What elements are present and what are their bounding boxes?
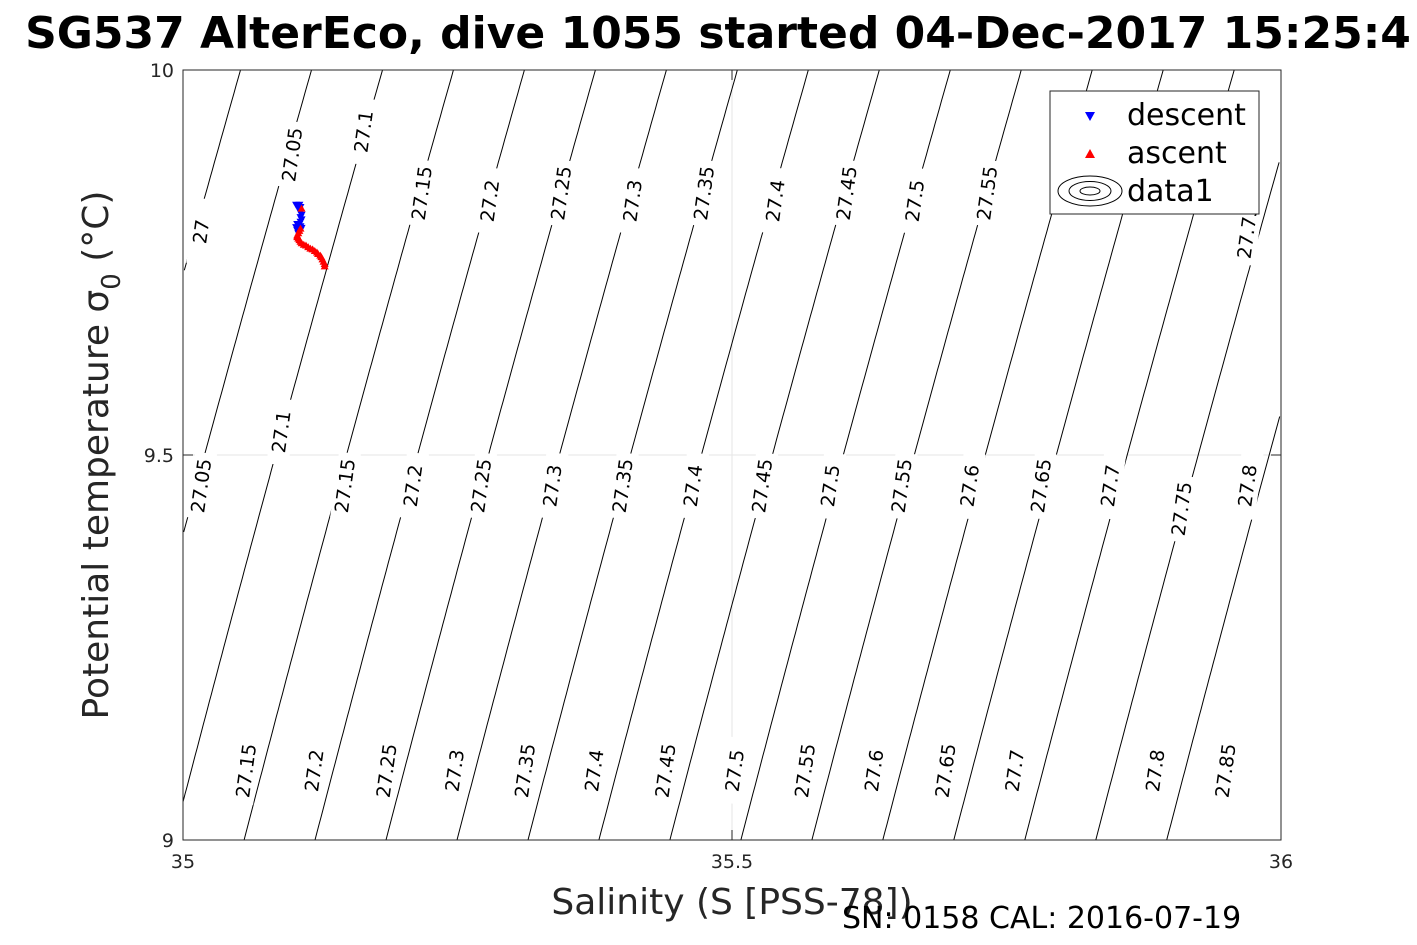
contour-label-bg-35 [650, 736, 682, 805]
contour-label-bg-18 [537, 451, 569, 520]
data-points [292, 201, 329, 270]
contour-label-bg-11 [972, 158, 1004, 228]
y-tick-label-1: 9.5 [144, 445, 174, 467]
y-tick-label-2: 10 [150, 60, 174, 82]
contour-label-bg-30 [299, 736, 331, 805]
contour-label-bg-6 [617, 166, 649, 236]
legend-descent-marker [1085, 112, 1095, 121]
contour-label-bg-31 [371, 736, 403, 805]
legend-data1-label: data1 [1127, 174, 1214, 209]
contour-label-bg-41 [1140, 736, 1172, 805]
contour-label-bg-28 [1232, 451, 1264, 521]
y-axis-label-main: Potential temperature σ [76, 290, 117, 720]
contour-label-bg-14 [266, 397, 298, 467]
contour-label-bg-13 [186, 451, 218, 521]
contour-label-bg-40 [999, 736, 1031, 805]
legend-descent-label: descent [1127, 98, 1246, 133]
legend: descent ascent data1 [1049, 90, 1260, 215]
contour-label-bg-34 [579, 736, 611, 805]
y-axis-label: Potential temperature σ0 (°C) [76, 191, 127, 720]
legend-ascent-marker [1085, 149, 1095, 158]
contour-label-bg-38 [859, 736, 891, 805]
contour-27.85 [1166, 416, 1281, 841]
contour-label-bg-37 [790, 736, 821, 805]
contour-label-bg-0 [186, 197, 218, 266]
ascent-point [296, 224, 305, 232]
contour-label-bg-36 [719, 736, 751, 805]
contour-label-bg-24 [954, 451, 986, 521]
ascent-point [297, 204, 306, 212]
contour-label-bg-27 [1166, 474, 1198, 544]
footer-sn-cal: SN: 0158 CAL: 2016-07-19 [842, 901, 1241, 936]
contour-label-bg-21 [747, 451, 779, 520]
contour-label-bg-3 [407, 159, 438, 228]
x-axis-label: Salinity (S [PSS-78]) [551, 882, 912, 923]
contour-label-bg-10 [900, 166, 931, 236]
axis-ticks: 35 35.5 36 9 9.5 10 [144, 60, 1293, 873]
legend-box [1049, 90, 1260, 215]
contour-label-bg-39 [930, 736, 962, 805]
legend-ascent-label: ascent [1127, 136, 1227, 171]
contour-label-bg-17 [466, 451, 498, 521]
contour-label-bg-42 [1210, 736, 1242, 805]
contour-label-bg-29 [231, 736, 263, 805]
contour-label-bg-9 [831, 159, 863, 228]
contour-label-bg-16 [398, 451, 429, 521]
y-tick-label-0: 9 [162, 830, 174, 852]
x-tick-label-2: 36 [1269, 851, 1293, 873]
y-axis-label-unit: (°C) [76, 191, 117, 274]
contour-label-bg-22 [815, 451, 847, 520]
contour-label-bg-8 [760, 166, 792, 236]
contour-label-bg-4 [475, 166, 506, 236]
contour-label-bg-15 [330, 451, 361, 520]
contour-label-bg-1 [277, 120, 309, 189]
contour-label-bg-12 [1232, 197, 1264, 266]
x-tick-label-1: 35.5 [711, 851, 753, 873]
contour-label-0: 27 [189, 218, 214, 245]
contour-label-bg-26 [1095, 451, 1127, 520]
y-axis-label-sub: 0 [97, 273, 127, 290]
x-tick-label-0: 35 [171, 851, 195, 873]
chart-title: SG537 AlterEco, dive 1055 started 04-Dec… [25, 8, 1411, 59]
contour-label-bg-20 [678, 451, 709, 521]
grid-lines [183, 70, 1281, 840]
descent-point [293, 221, 302, 228]
contour-label-bg-32 [439, 736, 471, 805]
legend-contour-icon [1057, 175, 1123, 207]
contour-label-bg-5 [546, 159, 578, 228]
contour-label-bg-19 [607, 451, 639, 520]
contour-label-bg-33 [510, 736, 541, 805]
contour-label-bg-25 [1026, 451, 1057, 520]
contour-label-bg-7 [689, 159, 720, 228]
contour-label-bg-23 [886, 451, 918, 520]
contour-label-bg-2 [348, 97, 380, 166]
